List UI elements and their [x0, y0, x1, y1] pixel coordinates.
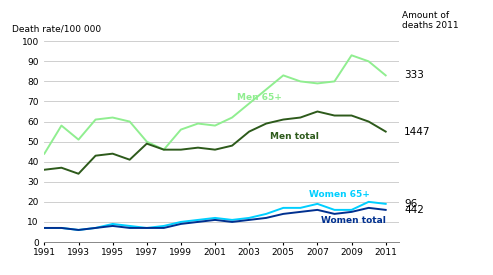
Text: Women total: Women total [321, 216, 386, 225]
Text: Death rate/100 000: Death rate/100 000 [12, 24, 102, 33]
Text: 1447: 1447 [404, 126, 431, 137]
Text: Women 65+: Women 65+ [309, 190, 370, 199]
Text: Men 65+: Men 65+ [237, 94, 282, 103]
Text: 96: 96 [404, 199, 418, 209]
Text: 333: 333 [404, 70, 424, 80]
Text: Amount of
deaths 2011: Amount of deaths 2011 [402, 11, 458, 30]
Text: 442: 442 [404, 205, 424, 215]
Text: Men total: Men total [270, 132, 318, 141]
